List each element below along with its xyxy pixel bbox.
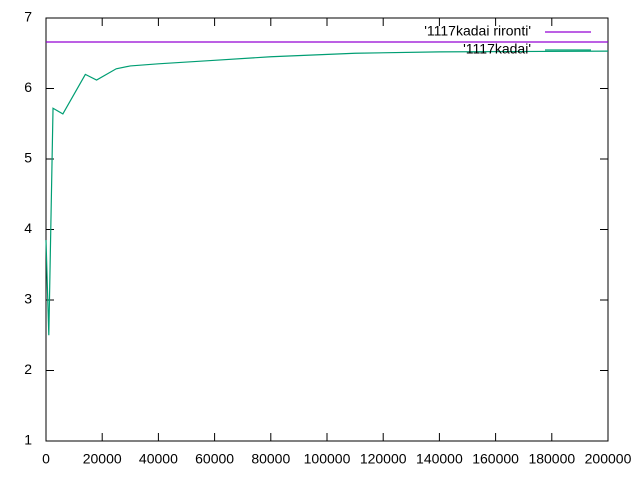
plot-border <box>45 17 609 442</box>
y-tick-label: 3 <box>24 291 32 307</box>
y-tick-label: 6 <box>24 79 32 95</box>
x-tick-label: 80000 <box>251 451 290 467</box>
x-tick-label: 20000 <box>83 451 122 467</box>
x-tick-label: 100000 <box>304 451 351 467</box>
x-tick-label: 160000 <box>472 451 519 467</box>
y-tick-label: 1 <box>24 432 32 448</box>
y-tick-label: 7 <box>24 9 32 25</box>
x-tick-label: 200000 <box>585 451 632 467</box>
x-tick-label: 40000 <box>139 451 178 467</box>
legend-label: '1117kadai' <box>463 41 531 57</box>
x-tick-label: 0 <box>42 451 50 467</box>
y-tick-label: 4 <box>24 220 32 236</box>
series-line <box>45 50 609 336</box>
y-tick-label: 2 <box>24 361 32 377</box>
legend-label: '1117kadai rironti' <box>424 23 531 39</box>
x-tick-label: 180000 <box>528 451 575 467</box>
x-tick-label: 60000 <box>195 451 234 467</box>
x-tick-label: 120000 <box>360 451 407 467</box>
x-tick-label: 140000 <box>416 451 463 467</box>
y-tick-label: 5 <box>24 150 32 166</box>
